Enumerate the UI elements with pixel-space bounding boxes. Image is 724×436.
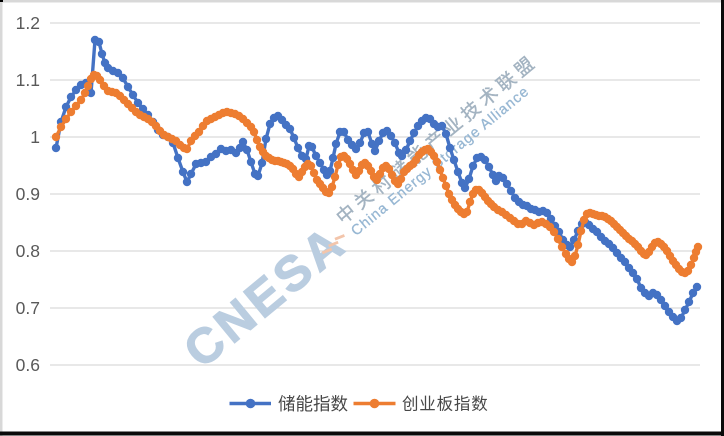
svg-text:1.1: 1.1 bbox=[16, 70, 40, 90]
svg-text:1.2: 1.2 bbox=[16, 13, 40, 33]
svg-text:1: 1 bbox=[30, 127, 40, 147]
svg-text:储能指数: 储能指数 bbox=[278, 394, 348, 414]
svg-text:0.7: 0.7 bbox=[16, 298, 40, 318]
svg-text:0.9: 0.9 bbox=[16, 184, 40, 204]
svg-text:创业板指数: 创业板指数 bbox=[402, 395, 489, 414]
svg-text:0.6: 0.6 bbox=[16, 355, 40, 375]
svg-text:0.8: 0.8 bbox=[16, 241, 40, 261]
